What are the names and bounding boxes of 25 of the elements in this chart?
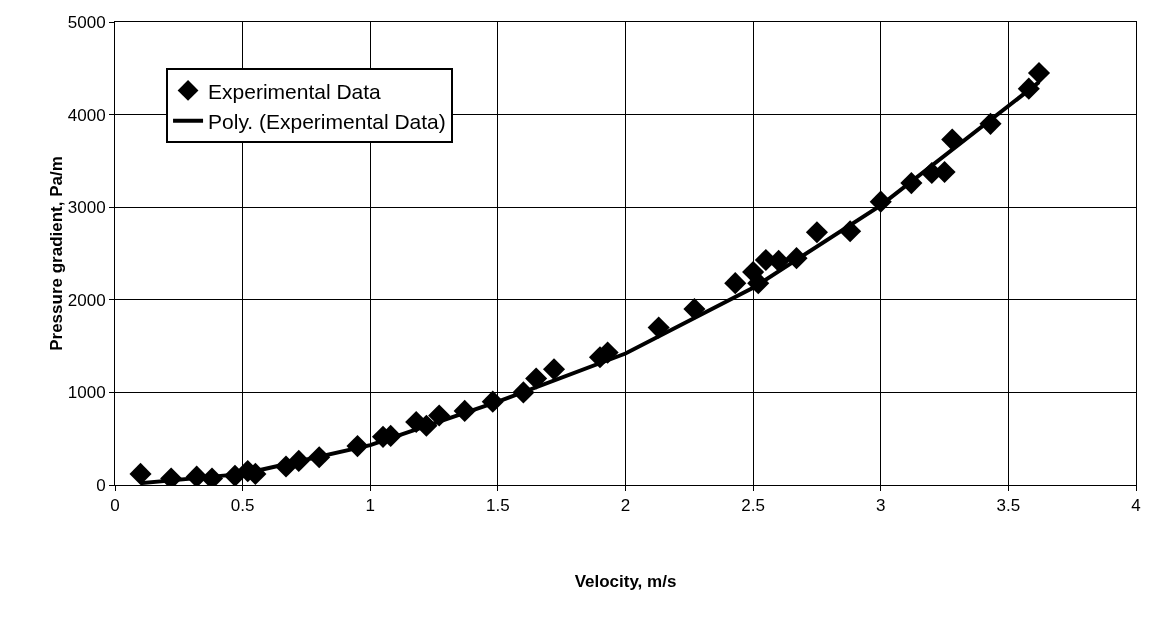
y-tick-label: 0 bbox=[96, 475, 106, 495]
x-tick-label: 4 bbox=[1131, 496, 1141, 516]
y-tick-label: 1000 bbox=[67, 383, 106, 403]
y-tick-label: 3000 bbox=[67, 198, 106, 218]
point bbox=[542, 358, 566, 381]
x-tick-label: 0.5 bbox=[230, 496, 255, 516]
x-tick-label: 3.5 bbox=[996, 496, 1021, 516]
legend-label: Experimental Data bbox=[208, 79, 382, 103]
x-tick-label: 0 bbox=[110, 496, 120, 516]
x-tick-label: 1.5 bbox=[486, 496, 510, 516]
x-axis-title: Velocity, m/s bbox=[574, 571, 677, 591]
x-tick-label: 2 bbox=[620, 496, 631, 516]
x-tick-label: 3 bbox=[876, 496, 886, 516]
point bbox=[805, 221, 828, 244]
x-tick-label: 1 bbox=[365, 496, 375, 516]
y-tick-label: 2000 bbox=[67, 290, 106, 310]
y-tick-label: 4000 bbox=[67, 105, 106, 125]
x-tick-label: 2.5 bbox=[741, 496, 765, 516]
y-tick-label: 5000 bbox=[67, 12, 106, 32]
point bbox=[724, 272, 747, 295]
point bbox=[1027, 61, 1051, 84]
legend-label: Poly. (Experimental Data) bbox=[208, 109, 446, 133]
point bbox=[941, 128, 964, 151]
y-axis-title: Pressure gradient, Pa/m bbox=[46, 156, 66, 351]
point bbox=[129, 462, 152, 485]
